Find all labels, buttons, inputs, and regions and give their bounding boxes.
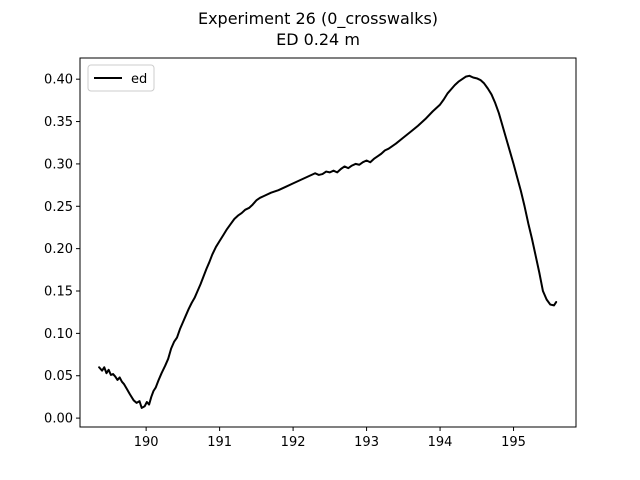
axes-frame (79, 57, 577, 428)
x-tick-label: 195 (501, 435, 526, 450)
chart-title: Experiment 26 (0_crosswalks) (198, 9, 438, 29)
plot-area (79, 57, 577, 428)
y-tick-label: 0.05 (44, 369, 73, 384)
x-tick-label: 191 (207, 435, 232, 450)
series-layer (98, 74, 558, 409)
x-tick-label: 193 (354, 435, 379, 450)
x-tick-label: 190 (134, 435, 159, 450)
y-tick-label: 0.20 (44, 242, 73, 257)
series-line-ed (98, 74, 558, 409)
legend-label-ed: ed (131, 72, 147, 87)
x-tick-label: 192 (281, 435, 306, 450)
y-tick-label: 0.25 (44, 200, 73, 215)
legend: ed (87, 64, 155, 92)
y-tick-label: 0.15 (44, 285, 73, 300)
x-axis: 190 191 192 193 194 195 (134, 427, 526, 450)
y-tick-label: 0.00 (44, 412, 73, 427)
x-tick-label: 194 (428, 435, 453, 450)
y-tick-label: 0.30 (44, 157, 73, 172)
y-tick-label: 0.10 (44, 327, 73, 342)
y-tick-label: 0.40 (44, 73, 73, 88)
chart-subtitle: ED 0.24 m (276, 30, 360, 49)
y-tick-label: 0.35 (44, 115, 73, 130)
y-axis: 0.00 0.05 0.10 0.15 0.20 0.25 0.30 0.35 0.40 (44, 73, 80, 427)
